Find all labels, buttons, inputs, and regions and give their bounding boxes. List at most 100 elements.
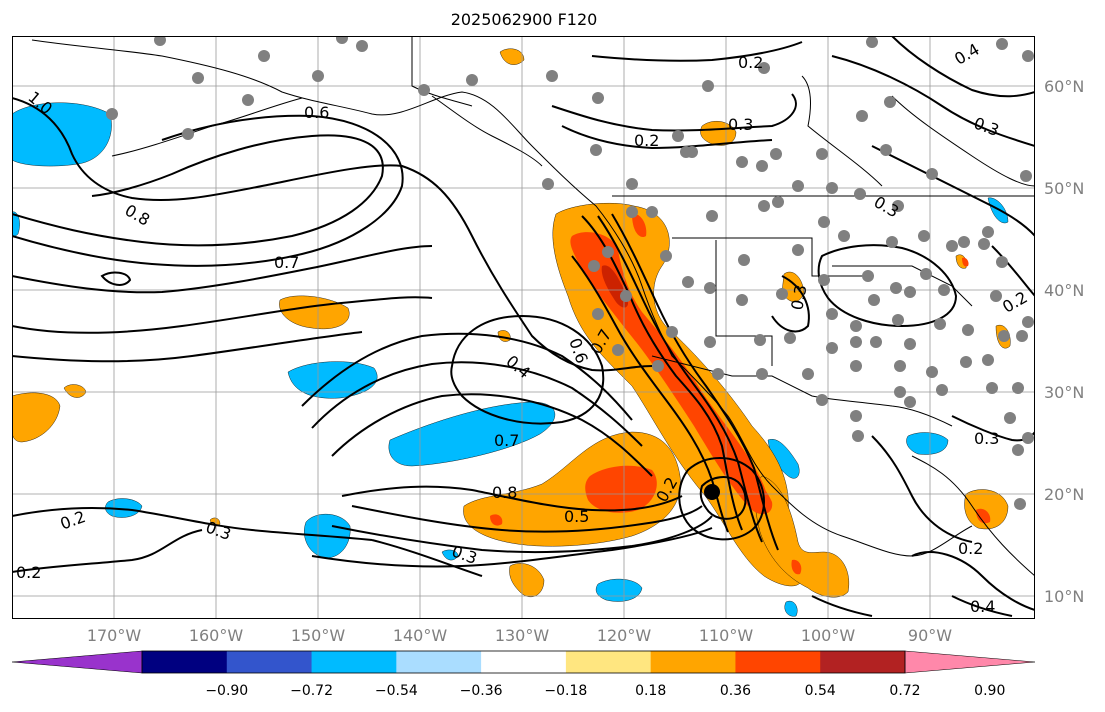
contour-line	[771, 275, 810, 333]
lat-label: 20°N	[1044, 485, 1085, 504]
lon-label: 100°W	[800, 626, 856, 645]
contour-line	[301, 332, 633, 421]
colorbar-segment	[226, 651, 313, 673]
contour-line	[100, 271, 132, 286]
contour-line	[678, 457, 765, 541]
strong-positive-area	[632, 213, 647, 238]
contour-label: 0.2	[738, 53, 763, 72]
contour-line	[12, 245, 433, 294]
lon-label: 130°W	[494, 626, 550, 645]
map-title: 2025062900 F120	[450, 10, 598, 29]
colorbar-segment	[650, 651, 736, 673]
colorbar-tick-label: 0.90	[974, 683, 1006, 699]
colorbar-segment	[481, 651, 567, 673]
contour-line	[12, 529, 203, 573]
positive-area	[499, 48, 525, 65]
contour-label: 0.3	[971, 113, 1001, 140]
colorbar-segment	[565, 651, 652, 673]
contour-line	[951, 595, 1013, 617]
contour-label: 0.8	[122, 200, 154, 229]
positive-area	[463, 431, 681, 547]
colorbar-tick-label: −0.90	[205, 683, 249, 699]
colorbar-tick-label: −0.72	[290, 683, 333, 699]
contour-label: 0.6	[304, 103, 329, 122]
positive-area	[754, 475, 850, 598]
contour-line	[699, 476, 747, 520]
positive-area	[509, 563, 545, 598]
colorbar-tick-label: −0.36	[459, 683, 503, 699]
contour-line	[831, 55, 1035, 147]
strong-positive-area	[976, 508, 991, 524]
contour-label: 0.2	[16, 563, 41, 582]
contour-label: 0.3	[787, 283, 810, 311]
lon-label: 170°W	[86, 626, 142, 645]
strong-positive-area	[585, 465, 657, 513]
contour-line	[331, 393, 653, 477]
lon-label: 160°W	[188, 626, 244, 645]
contour-line	[351, 505, 703, 533]
strong-positive-area	[490, 514, 503, 526]
negative-area	[388, 401, 556, 467]
lat-label: 60°N	[1044, 77, 1085, 96]
contour-line	[811, 595, 873, 617]
contours	[12, 36, 1035, 617]
lat-label: 30°N	[1044, 383, 1085, 402]
coastlines	[31, 36, 1035, 577]
contour-line	[12, 114, 404, 267]
colorbar-tick-label: −0.18	[544, 683, 588, 699]
contour-line	[817, 244, 958, 328]
contour-label: 0.4	[951, 39, 983, 68]
contour-label: 0.4	[970, 597, 995, 616]
contour-line	[561, 125, 773, 150]
contour-line	[12, 134, 384, 247]
contour-line	[871, 435, 973, 543]
contour-line	[581, 215, 743, 531]
colorbar	[12, 650, 1035, 674]
contour-label: 0.2	[634, 131, 659, 150]
station-dots	[106, 36, 1034, 510]
contour-line	[891, 36, 1035, 98]
positive-area	[12, 392, 61, 443]
contour-line	[871, 145, 1035, 237]
negative-area	[441, 549, 459, 561]
contour-label: 0.5	[564, 507, 589, 526]
low-pressure-center	[704, 484, 720, 500]
lat-label: 10°N	[1044, 587, 1085, 606]
negative-area	[595, 578, 643, 602]
lon-label: 110°W	[698, 626, 754, 645]
colorbar-tick-label: 0.18	[635, 683, 667, 699]
contour-line	[911, 551, 1035, 611]
contour-label: 0.7	[494, 431, 519, 450]
contour-line	[597, 215, 763, 543]
contour-label: 0.2	[999, 287, 1031, 316]
contour-line	[12, 97, 653, 372]
colorbar-segment	[311, 651, 397, 673]
contour-label: 0.8	[492, 483, 517, 502]
colorbar-segment	[735, 651, 821, 673]
negative-area	[784, 600, 798, 617]
contour-line	[591, 41, 803, 62]
contour-line	[611, 213, 779, 551]
contour-label: 0.2	[958, 539, 983, 558]
contour-label: 0.3	[728, 115, 753, 134]
map-border	[12, 36, 1035, 619]
colorbar-tick-label: −0.54	[374, 683, 418, 699]
colorbar-extend-low	[12, 650, 143, 674]
strong-positive-area	[962, 257, 969, 267]
shaded-fields	[12, 48, 1011, 617]
positive-area	[279, 295, 350, 330]
positive-area	[63, 384, 87, 398]
contour-label: 0.3	[449, 541, 479, 568]
contour-line	[341, 485, 683, 512]
negative-area	[987, 197, 1009, 224]
colorbar-segment	[396, 651, 482, 673]
lon-label: 120°W	[596, 626, 652, 645]
colorbar-segment	[142, 651, 228, 673]
lon-label: 150°W	[290, 626, 346, 645]
lat-label: 40°N	[1044, 281, 1085, 300]
contour-label: 0.3	[974, 429, 999, 448]
colorbar-extend-high	[904, 650, 1035, 674]
contour-line	[450, 314, 605, 425]
contour-line	[12, 331, 363, 363]
contour-line	[331, 515, 713, 554]
